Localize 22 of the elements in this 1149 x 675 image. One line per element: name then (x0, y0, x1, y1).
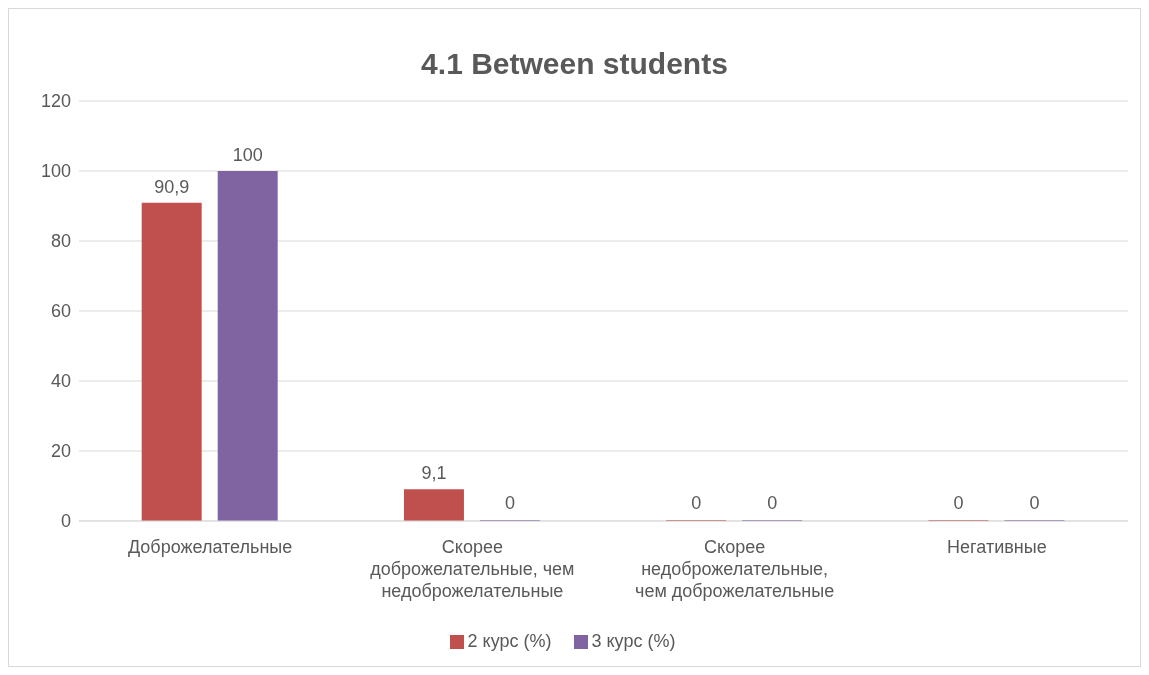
y-tick-label: 60 (50, 301, 71, 322)
y-tick-label: 100 (40, 161, 71, 182)
data-label: 9,1 (421, 463, 447, 484)
legend-label: 3 курс (%) (591, 631, 676, 651)
x-tick-label: Скорее доброжелательные, чем недоброжелательные (370, 537, 575, 601)
data-label: 100 (232, 145, 263, 165)
y-tick-label: 120 (40, 91, 71, 112)
data-label: 0 (767, 493, 778, 513)
y-tick-label: 80 (50, 231, 71, 252)
legend-label: 2 курс (%) (467, 631, 552, 651)
y-tick-label: 0 (60, 511, 71, 532)
y-tick-label: 40 (50, 371, 71, 392)
x-tick-label: Скорее недоброжелательные, чем доброжелательные (635, 537, 835, 601)
data-label: 0 (1029, 493, 1040, 513)
chart-title: 4.1 Between students (420, 47, 729, 82)
x-tick-label: Негативные (947, 537, 1047, 557)
x-tick-label: Доброжелательные (127, 537, 293, 557)
data-label: 0 (691, 493, 702, 513)
data-label: 90,9 (154, 176, 190, 197)
y-tick-label: 20 (50, 441, 71, 462)
data-label: 0 (504, 493, 515, 513)
data-label: 0 (953, 493, 964, 513)
